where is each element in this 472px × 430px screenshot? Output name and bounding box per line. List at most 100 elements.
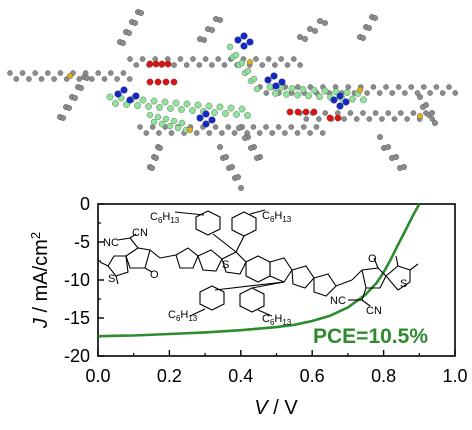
atom [294,130,301,136]
s-label-right: S [400,278,407,290]
atom [288,124,295,130]
atom [125,30,132,37]
atom [246,38,254,46]
atom [51,76,57,82]
atom [370,84,377,90]
thiophene-right-ring [313,273,337,297]
atom [114,76,120,82]
atom [60,114,67,121]
x-tick-label: 0.4 [228,366,253,386]
alkyl-label-top-right: C6H13 [262,210,292,224]
bond [249,209,266,215]
bond [117,237,131,241]
alkyl-label-bottom-right: C6H13 [262,313,292,327]
thiophene-left-ring [175,247,199,269]
atom [294,84,301,90]
atom [286,108,294,116]
bond [212,233,237,253]
atom [244,67,252,75]
bond [159,254,177,259]
chemical-structure [99,209,419,317]
atom [183,100,191,108]
atom [322,20,329,27]
atom [170,117,178,125]
atom [417,93,424,100]
atom [330,96,338,104]
bond [251,281,285,289]
atom [132,92,140,100]
atom [432,119,439,126]
atom [177,56,184,62]
atom [202,120,210,128]
atom [372,110,379,116]
atom [178,119,186,127]
atom [349,95,356,103]
atom [164,60,172,68]
atom [395,84,402,90]
atom [156,144,163,151]
atom [233,111,240,118]
atom [238,105,246,113]
atom [150,118,158,126]
atom [342,98,350,106]
atom [393,153,400,160]
atom [360,110,366,116]
atom [439,90,446,96]
x-tick-label: 0.8 [371,366,396,386]
atom [126,76,133,82]
atom [433,84,440,90]
x-ticks: 0.0 0.2 0.4 0.6 0.8 1.0 [85,350,468,386]
atom [307,26,314,33]
atom [240,32,248,40]
x-tick-label: 0.2 [157,366,182,386]
atom [372,14,379,21]
bond [144,267,153,273]
s-label-core: S [222,259,229,271]
atom [225,124,231,130]
atom [284,62,291,68]
atom [282,130,288,136]
atom [83,74,90,81]
atom [32,70,39,76]
atom [167,105,174,112]
alkyl-label-top-left: C6H13 [150,211,180,225]
atom [66,72,73,79]
phenyl-top-left [195,210,221,236]
atom [19,70,26,76]
atom [120,86,128,94]
atom [228,163,235,170]
atom [7,70,13,76]
atom [131,20,138,27]
atom [423,101,430,108]
atom [154,78,162,86]
bond [129,237,139,249]
atom [417,112,424,119]
x-tick-label: 0.0 [85,366,110,386]
atom [208,116,216,124]
atom [152,154,159,161]
atom [202,110,210,118]
atom [343,89,351,97]
atom [172,99,180,107]
atom [347,110,354,116]
atom [234,36,242,44]
atom [206,130,213,136]
atom [427,90,433,96]
chemical-structure-labels: C6H13 C6H13 C6H13 C6H13 NC CN O S NC CN … [103,210,407,327]
cyclopenta-right-ring [269,257,293,283]
benzene-core-ring [245,255,271,283]
y-tick-label: -20 [64,346,90,366]
bond [115,275,119,285]
atom [302,36,309,43]
atom [353,116,360,122]
atom [385,143,392,150]
atom [146,60,154,68]
atom [253,85,261,93]
alkyl-label-bottom-left: C6H13 [168,309,198,323]
atom [376,90,383,96]
atom [278,78,286,86]
bond [214,281,285,291]
atom [275,124,282,130]
bond [409,263,419,271]
atom [57,70,64,76]
